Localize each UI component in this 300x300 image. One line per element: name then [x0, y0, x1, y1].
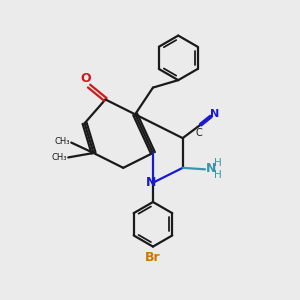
Text: Br: Br	[145, 251, 161, 264]
Text: O: O	[81, 72, 92, 85]
Text: CH₃: CH₃	[54, 136, 70, 146]
Text: N: N	[146, 176, 157, 189]
Text: H: H	[214, 170, 221, 180]
Text: CH₃: CH₃	[51, 153, 67, 162]
Text: N: N	[210, 109, 219, 119]
Text: N: N	[206, 162, 216, 175]
Text: H: H	[214, 158, 221, 168]
Text: C: C	[196, 128, 202, 138]
